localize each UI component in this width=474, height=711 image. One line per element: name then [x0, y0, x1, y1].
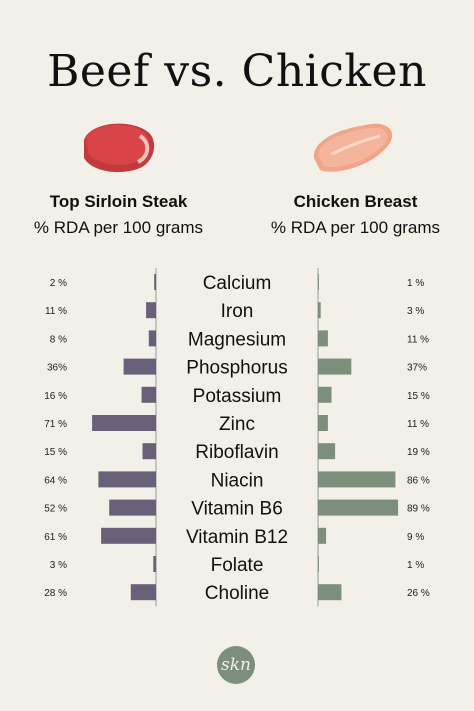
- beef-value-niacin: 64 %: [44, 475, 67, 486]
- beef-bar-calcium: [154, 274, 156, 290]
- chicken-bar-choline: [318, 584, 342, 601]
- chicken-value-iron: 3 %: [407, 306, 424, 317]
- beef-column-subtitle: % RDA per 100 grams: [33, 218, 204, 237]
- chicken-value-vitamin-b12: 9 %: [407, 532, 424, 543]
- category-label-zinc: Zinc: [219, 414, 255, 435]
- chicken-value-phosphorus: 37%: [407, 363, 427, 374]
- category-label-vitamin-b6: Vitamin B6: [191, 499, 283, 520]
- beef-bar-niacin: [98, 471, 156, 488]
- beef-bar-iron: [146, 302, 156, 319]
- beef-column-header: Top Sirloin Steak % RDA per 100 grams: [0, 192, 237, 238]
- beef-bar-choline: [130, 584, 156, 601]
- beef-value-phosphorus: 36%: [47, 363, 67, 374]
- beef-value-potassium: 16 %: [44, 391, 67, 402]
- category-label-iron: Iron: [221, 301, 254, 322]
- beef-bar-folate: [153, 556, 156, 572]
- chicken-value-magnesium: 11 %: [407, 334, 429, 345]
- beef-bar-phosphorus: [123, 358, 156, 375]
- category-label-calcium: Calcium: [203, 273, 272, 294]
- chicken-bar-iron: [318, 302, 321, 319]
- chicken-bar-riboflavin: [318, 443, 336, 460]
- chicken-column-subtitle: % RDA per 100 grams: [270, 218, 441, 237]
- category-label-folate: Folate: [211, 555, 264, 576]
- chicken-value-calcium: 1 %: [407, 278, 424, 289]
- chicken-column-header: Chicken Breast % RDA per 100 grams: [237, 192, 474, 238]
- category-label-magnesium: Magnesium: [188, 329, 286, 350]
- chicken-column-name: Chicken Breast: [293, 192, 418, 211]
- beef-value-vitamin-b6: 52 %: [44, 504, 67, 515]
- beef-column-name: Top Sirloin Steak: [49, 192, 188, 211]
- category-label-niacin: Niacin: [211, 470, 264, 491]
- beef-bar-zinc: [92, 415, 156, 431]
- chicken-breast-icon: [313, 123, 393, 172]
- beef-bar-vitamin-b12: [101, 527, 156, 544]
- beef-value-zinc: 71 %: [44, 419, 67, 430]
- beef-bar-potassium: [141, 386, 156, 403]
- beef-value-riboflavin: 15 %: [44, 447, 67, 458]
- chicken-bar-niacin: [318, 471, 396, 488]
- beef-bar-magnesium: [148, 330, 156, 347]
- category-label-vitamin-b12: Vitamin B12: [186, 527, 288, 548]
- category-label-phosphorus: Phosphorus: [186, 358, 287, 379]
- beef-bar-vitamin-b6: [109, 499, 156, 516]
- category-label-potassium: Potassium: [193, 386, 282, 407]
- chicken-bar-zinc: [318, 415, 328, 431]
- chicken-value-folate: 1 %: [407, 560, 424, 571]
- chicken-value-niacin: 86 %: [407, 475, 430, 486]
- chicken-bar-phosphorus: [318, 358, 352, 375]
- chicken-value-vitamin-b6: 89 %: [407, 504, 430, 515]
- beef-value-choline: 28 %: [44, 588, 67, 599]
- chicken-value-potassium: 15 %: [407, 391, 430, 402]
- chicken-value-riboflavin: 19 %: [407, 447, 430, 458]
- beef-value-folate: 3 %: [50, 560, 67, 571]
- chicken-bar-calcium: [318, 274, 319, 290]
- brand-logo: skn: [217, 646, 255, 684]
- beef-bar-riboflavin: [142, 443, 156, 460]
- chicken-bar-vitamin-b6: [318, 499, 399, 516]
- brand-logo-text: skn: [221, 655, 251, 675]
- beef-value-calcium: 2 %: [50, 278, 67, 289]
- beef-value-magnesium: 8 %: [50, 334, 67, 345]
- steak-icon: [84, 123, 155, 173]
- page-title: Beef vs. Chicken: [47, 46, 427, 97]
- chicken-bar-potassium: [318, 386, 332, 403]
- chicken-bar-magnesium: [318, 330, 328, 347]
- chicken-bar-vitamin-b12: [318, 527, 327, 544]
- beef-value-iron: 11 %: [45, 306, 67, 317]
- chicken-bar-folate: [318, 556, 319, 572]
- chicken-value-zinc: 11 %: [407, 419, 429, 430]
- food-icons: [84, 123, 393, 173]
- category-label-riboflavin: Riboflavin: [195, 442, 278, 463]
- category-label-choline: Choline: [205, 583, 269, 604]
- beef-value-vitamin-b12: 61 %: [44, 532, 67, 543]
- chicken-value-choline: 26 %: [407, 588, 430, 599]
